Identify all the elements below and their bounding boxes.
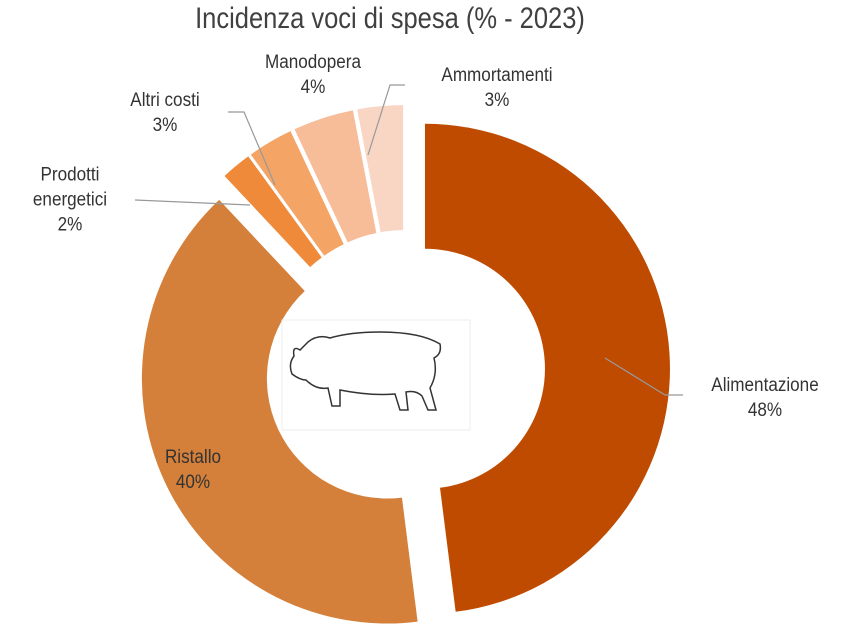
- value-label: 4%: [300, 77, 326, 98]
- value-label: 3%: [484, 90, 510, 111]
- pig-picture: [281, 319, 471, 431]
- pig-outline: [289, 331, 442, 411]
- data-label: Manodopera 4%: [259, 50, 367, 100]
- value-label: 48%: [747, 400, 783, 421]
- leader-lines: [134, 84, 683, 396]
- chart-title: Incidenza voci di spesa (% - 2023): [195, 2, 585, 35]
- category-label: Prodotti energetici: [32, 164, 108, 211]
- category-label: Manodopera: [264, 52, 362, 73]
- value-label: 2%: [57, 214, 83, 236]
- donut-segment: [357, 105, 404, 233]
- data-label: Alimentazione 48%: [675, 373, 846, 423]
- donut-segment: [224, 156, 322, 268]
- donut-segment: [141, 199, 418, 624]
- category-label: Alimentazione: [711, 375, 819, 396]
- data-label: Ristallo 40%: [139, 445, 247, 495]
- category-label: Ristallo: [164, 447, 222, 468]
- data-label: Altri costi 3%: [111, 88, 219, 138]
- category-label: Altri costi: [130, 90, 200, 111]
- picture-frame: [281, 319, 471, 431]
- leader-line: [228, 111, 276, 186]
- donut-segment: [250, 131, 344, 256]
- data-label: Prodotti energetici 2%: [21, 163, 120, 238]
- value-label: 3%: [152, 115, 178, 136]
- leader-line: [367, 84, 405, 156]
- leader-line: [604, 357, 683, 396]
- donut-segment: [424, 123, 670, 612]
- category-label: Ammortamenti: [441, 65, 553, 86]
- donut-segment: [294, 110, 377, 243]
- data-label: Ammortamenti 3%: [421, 63, 574, 113]
- leader-line: [134, 199, 251, 206]
- value-label: 40%: [175, 472, 211, 493]
